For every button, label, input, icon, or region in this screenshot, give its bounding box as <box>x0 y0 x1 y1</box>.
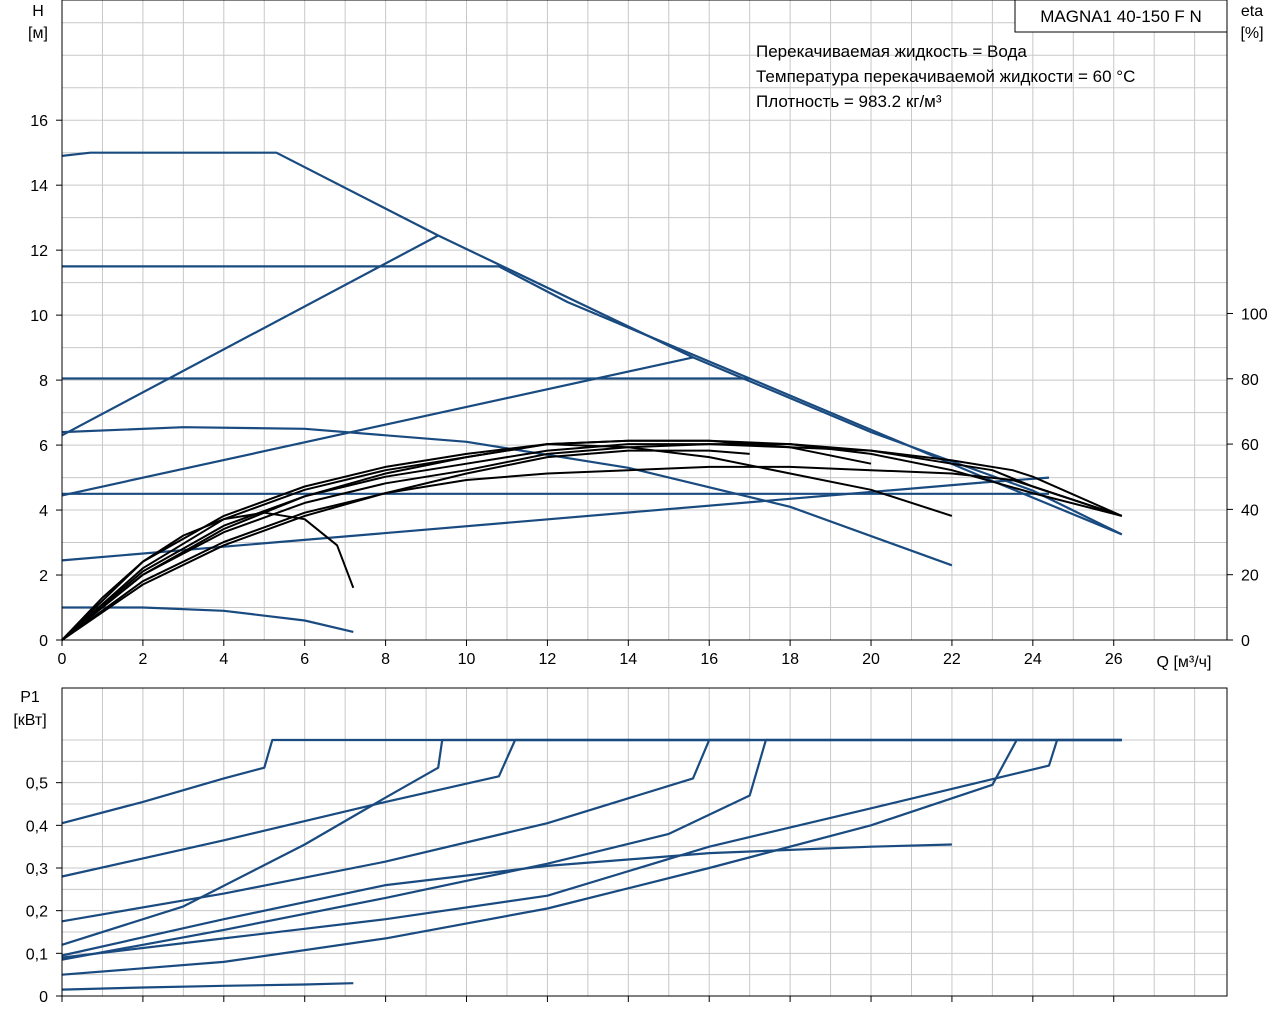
title-box <box>1014 0 1228 33</box>
eta-tick-label: 20 <box>1241 568 1259 585</box>
y-tick-label: 6 <box>39 438 48 455</box>
x-tick-label: 6 <box>300 651 309 668</box>
x-tick-label: 12 <box>539 651 557 668</box>
power-series-group <box>61 738 1122 991</box>
head-ticks: 0 2 4 6 8 10 12 14 16 18 20 22 24 2602468101214160204… <box>30 113 1268 668</box>
head-grid <box>62 0 1227 640</box>
eta-tick-label: 0 <box>1241 633 1250 650</box>
eta-tick-label: 80 <box>1241 372 1259 389</box>
head-curve <box>62 606 354 633</box>
head-series-group <box>61 151 1123 633</box>
x-axis-label-q: Q [м³/ч] <box>1157 654 1212 671</box>
y-tick-label: 2 <box>39 568 48 585</box>
eta-curve <box>61 439 872 641</box>
power-axis-unit-kw: [кВт] <box>13 712 46 729</box>
x-tick-label: 10 <box>458 651 476 668</box>
power-curve <box>61 738 1122 959</box>
power-tick-label: 0 <box>39 989 48 1006</box>
head-curve <box>61 356 694 497</box>
y-tick-label: 16 <box>30 113 48 130</box>
head-curve <box>61 426 953 567</box>
y-tick-label: 10 <box>30 308 48 325</box>
note-density: Плотность = 983.2 кг/м³ <box>756 92 942 111</box>
note-temperature: Температура перекачиваемой жидкости = 60… <box>756 67 1135 86</box>
x-tick-label: 24 <box>1024 651 1042 668</box>
y-tick-label: 14 <box>30 178 48 195</box>
note-liquid: Перекачиваемая жидкость = Вода <box>756 42 1027 61</box>
power-curve <box>61 738 750 946</box>
x-tick-label: 2 <box>138 651 147 668</box>
eta-series-group <box>61 439 1123 641</box>
eta-tick-label: 40 <box>1241 502 1259 519</box>
x-tick-label: 22 <box>943 651 961 668</box>
power-tick-label: 0,4 <box>26 818 48 835</box>
y-axis-unit-m: [м] <box>28 25 48 42</box>
power-grid <box>62 688 1227 996</box>
power-tick-label: 0,5 <box>26 776 48 793</box>
y-axis-label-h: H <box>32 3 44 20</box>
y-tick-label: 0 <box>39 633 48 650</box>
eta-curve <box>61 443 1123 641</box>
x-tick-label: 26 <box>1105 651 1123 668</box>
power-curve <box>61 738 1049 923</box>
head-curve <box>62 265 1123 536</box>
power-tick-label: 0,3 <box>26 861 48 878</box>
y-right-label-eta: eta <box>1241 3 1263 20</box>
y-tick-label: 12 <box>30 243 48 260</box>
y-tick-label: 4 <box>39 503 48 520</box>
x-tick-label: 20 <box>862 651 880 668</box>
y-tick-label: 8 <box>39 373 48 390</box>
power-curve <box>61 843 952 957</box>
head-plot-frame <box>61 0 1228 641</box>
x-tick-label: 0 <box>58 651 67 668</box>
power-ticks: 0 0,1 0,2 0,3 0,4 0,5 <box>26 776 1115 1006</box>
power-curve <box>61 982 354 991</box>
head-curve <box>61 234 439 437</box>
eta-curve <box>61 465 1123 641</box>
power-curve <box>61 738 1122 961</box>
x-tick-label: 14 <box>619 651 637 668</box>
chart-title: MAGNA1 40-150 F N <box>1040 7 1202 26</box>
eta-tick-label: 60 <box>1241 437 1259 454</box>
y-right-unit-pct: [%] <box>1240 25 1263 42</box>
x-tick-label: 16 <box>700 651 718 668</box>
eta-tick-label: 100 <box>1241 306 1268 323</box>
power-curve <box>61 738 1122 825</box>
x-tick-label: 4 <box>219 651 228 668</box>
power-axis-label-p1: P1 <box>20 689 40 706</box>
power-tick-label: 0,2 <box>26 904 48 921</box>
x-tick-label: 8 <box>381 651 390 668</box>
power-curve <box>61 738 1122 976</box>
head-curve <box>61 476 1050 562</box>
power-plot-frame <box>61 687 1228 997</box>
power-tick-label: 0,1 <box>26 946 48 963</box>
eta-curve <box>61 443 953 641</box>
eta-curve <box>61 449 750 641</box>
x-tick-label: 18 <box>781 651 799 668</box>
